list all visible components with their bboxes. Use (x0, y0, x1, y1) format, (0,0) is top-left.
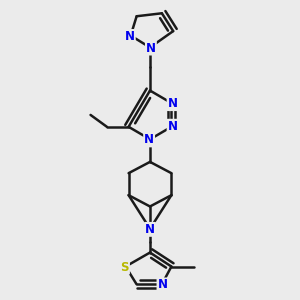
Text: S: S (121, 261, 129, 274)
Text: N: N (146, 42, 156, 55)
Text: N: N (125, 30, 135, 43)
Text: N: N (158, 278, 167, 291)
Text: N: N (168, 97, 178, 110)
Text: N: N (145, 223, 155, 236)
Text: N: N (144, 134, 154, 146)
Text: N: N (168, 120, 178, 133)
